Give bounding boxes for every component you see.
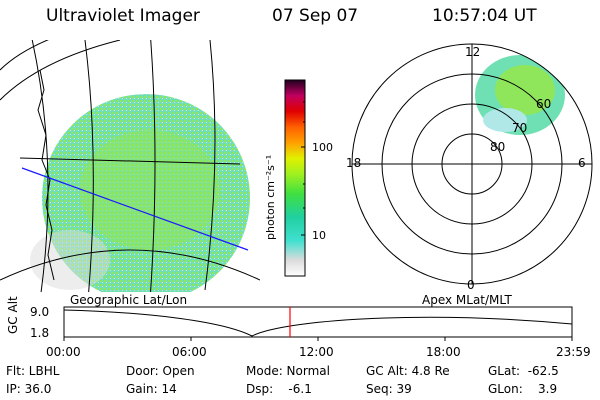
oval-core bbox=[495, 65, 555, 115]
seq-status: Seq: 39 bbox=[366, 382, 412, 396]
date-label: 07 Sep 07 bbox=[272, 6, 359, 26]
x-tick-label: 18:00 bbox=[426, 345, 461, 359]
filter-status: Flt: LBHL bbox=[6, 364, 60, 378]
equator-line bbox=[19, 157, 241, 165]
aurora-core bbox=[80, 130, 220, 250]
coastline bbox=[37, 69, 55, 281]
ip-status: IP: 36.0 bbox=[6, 382, 52, 396]
geo-panel-label: Geographic Lat/Lon bbox=[70, 293, 188, 307]
dsp-status: Dsp: -6.1 bbox=[246, 382, 312, 396]
altitude-timeline bbox=[63, 306, 573, 341]
y-tick-9: 9.0 bbox=[30, 305, 50, 319]
x-tick-label: 00:00 bbox=[46, 345, 81, 359]
mlat-label-60: 60 bbox=[536, 97, 552, 111]
colorbar-unit-label: photon cm⁻²s⁻¹ bbox=[264, 154, 277, 240]
glon-status: GLon: 3.9 bbox=[488, 382, 558, 396]
gc-alt-status: GC Alt: 4.8 Re bbox=[366, 364, 450, 378]
y-tick-1-8: 1.8 bbox=[30, 326, 50, 340]
colorbar-tick-100: 100 bbox=[312, 141, 333, 154]
mlt-label-0: 0 bbox=[467, 278, 475, 292]
colorbar-scale bbox=[284, 79, 306, 277]
mlt-label-12: 12 bbox=[465, 45, 481, 59]
meridian-line bbox=[150, 40, 156, 292]
mlat-label-80: 80 bbox=[490, 140, 506, 154]
timeline-axis-label: GC Alt bbox=[6, 296, 20, 334]
door-status: Door: Open bbox=[126, 364, 195, 378]
gain-status: Gain: 14 bbox=[126, 382, 177, 396]
mlt-label-18: 18 bbox=[346, 156, 362, 170]
meridian-line bbox=[204, 40, 216, 291]
instrument-title: Ultraviolet Imager bbox=[46, 6, 200, 26]
altitude-curve bbox=[63, 309, 573, 337]
polar-plot bbox=[351, 43, 593, 285]
meridian-line bbox=[84, 40, 94, 292]
geo-image-panel bbox=[0, 40, 260, 292]
latitude-line bbox=[0, 249, 260, 281]
glat-status: GLat: -62.5 bbox=[488, 364, 559, 378]
latitude-line bbox=[0, 40, 121, 101]
x-tick-label: 06:00 bbox=[172, 345, 207, 359]
oval-edge bbox=[483, 108, 527, 132]
mode-status: Mode: Normal bbox=[246, 364, 330, 378]
satellite-track bbox=[21, 167, 249, 251]
x-tick-label: 12:00 bbox=[299, 345, 334, 359]
colorbar-tick-10: 10 bbox=[312, 229, 326, 242]
polar-panel-label: Apex MLat/MLT bbox=[422, 293, 512, 307]
x-tick-label: 23:59 bbox=[556, 345, 591, 359]
time-label: 10:57:04 UT bbox=[432, 6, 537, 26]
mlat-label-70: 70 bbox=[512, 121, 528, 135]
colorbar bbox=[284, 79, 306, 277]
meridian-line bbox=[31, 40, 49, 292]
latitude-line bbox=[0, 40, 49, 71]
mlt-label-6: 6 bbox=[578, 156, 586, 170]
